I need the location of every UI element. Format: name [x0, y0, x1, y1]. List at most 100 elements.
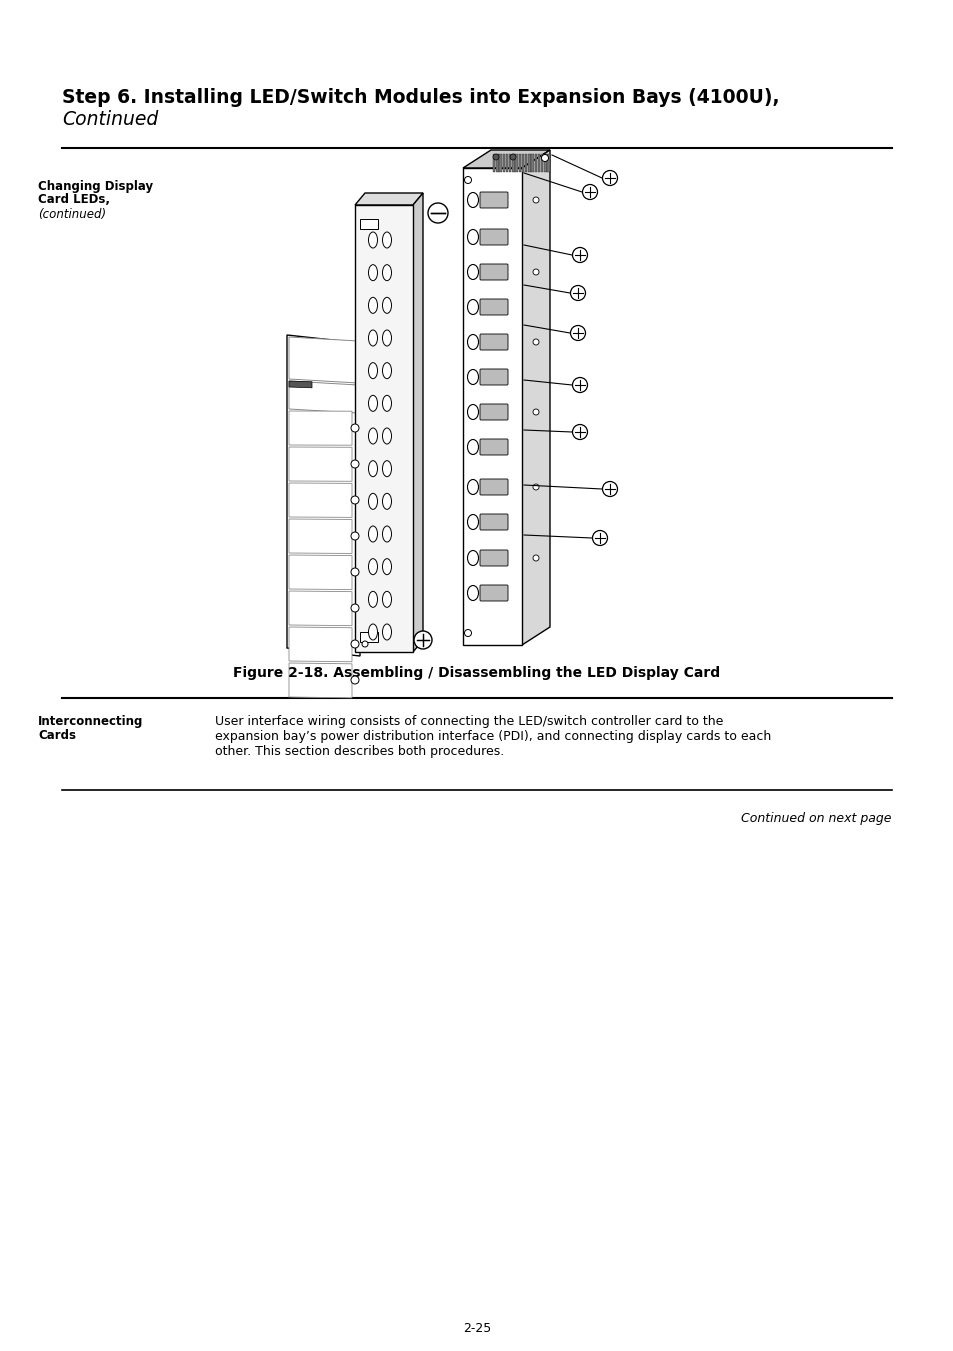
Ellipse shape	[467, 404, 478, 420]
Polygon shape	[462, 168, 521, 644]
Circle shape	[592, 531, 607, 546]
Circle shape	[602, 170, 617, 185]
Circle shape	[351, 424, 358, 432]
Bar	[359, 219, 377, 230]
Polygon shape	[462, 150, 550, 168]
FancyBboxPatch shape	[479, 550, 507, 566]
Bar	[524, 154, 527, 172]
Ellipse shape	[368, 428, 377, 444]
Ellipse shape	[382, 297, 391, 313]
Circle shape	[464, 630, 471, 636]
Ellipse shape	[382, 493, 391, 509]
Ellipse shape	[368, 297, 377, 313]
FancyBboxPatch shape	[479, 439, 507, 455]
Text: Step 6. Installing LED/Switch Modules into Expansion Bays (4100U),: Step 6. Installing LED/Switch Modules in…	[62, 88, 779, 107]
Bar	[512, 154, 515, 172]
FancyBboxPatch shape	[479, 230, 507, 245]
Ellipse shape	[382, 232, 391, 249]
Circle shape	[570, 326, 585, 340]
Polygon shape	[289, 519, 352, 554]
Text: expansion bay’s power distribution interface (PDI), and connecting display cards: expansion bay’s power distribution inter…	[214, 730, 770, 743]
Ellipse shape	[382, 428, 391, 444]
Circle shape	[570, 285, 585, 300]
Circle shape	[533, 197, 538, 203]
Circle shape	[533, 555, 538, 561]
Ellipse shape	[467, 585, 478, 600]
Text: Interconnecting: Interconnecting	[38, 715, 143, 728]
Circle shape	[414, 631, 432, 648]
Ellipse shape	[382, 624, 391, 640]
Ellipse shape	[368, 396, 377, 411]
Text: Cards: Cards	[38, 730, 76, 742]
Text: other. This section describes both procedures.: other. This section describes both proce…	[214, 744, 504, 758]
Circle shape	[351, 459, 358, 467]
Polygon shape	[289, 627, 352, 662]
Circle shape	[572, 247, 587, 262]
Circle shape	[533, 269, 538, 276]
Circle shape	[602, 481, 617, 497]
Ellipse shape	[368, 559, 377, 574]
Polygon shape	[289, 555, 352, 589]
Circle shape	[351, 532, 358, 540]
Ellipse shape	[467, 265, 478, 280]
Bar	[498, 154, 501, 172]
Bar	[502, 154, 504, 172]
Circle shape	[464, 177, 471, 184]
Ellipse shape	[467, 300, 478, 315]
Ellipse shape	[382, 362, 391, 378]
Polygon shape	[289, 590, 352, 626]
Circle shape	[361, 640, 368, 647]
FancyBboxPatch shape	[479, 585, 507, 601]
Circle shape	[351, 496, 358, 504]
Circle shape	[510, 154, 516, 159]
Polygon shape	[289, 381, 357, 413]
Circle shape	[572, 424, 587, 439]
Bar	[493, 154, 495, 172]
Ellipse shape	[467, 550, 478, 566]
Ellipse shape	[467, 192, 478, 208]
Text: Continued: Continued	[62, 109, 158, 128]
FancyBboxPatch shape	[479, 369, 507, 385]
Ellipse shape	[382, 330, 391, 346]
Bar	[531, 154, 534, 172]
Circle shape	[541, 154, 548, 162]
Bar	[359, 632, 377, 642]
Bar	[521, 154, 524, 172]
Ellipse shape	[467, 230, 478, 245]
Ellipse shape	[368, 265, 377, 281]
Polygon shape	[413, 193, 422, 653]
Ellipse shape	[368, 461, 377, 477]
Circle shape	[351, 640, 358, 648]
Bar	[515, 154, 517, 172]
Bar	[543, 154, 546, 172]
Bar	[537, 154, 539, 172]
FancyBboxPatch shape	[479, 192, 507, 208]
Text: (continued): (continued)	[38, 208, 106, 222]
FancyBboxPatch shape	[479, 334, 507, 350]
Polygon shape	[355, 205, 413, 653]
FancyBboxPatch shape	[479, 263, 507, 280]
Ellipse shape	[382, 461, 391, 477]
Ellipse shape	[368, 330, 377, 346]
FancyBboxPatch shape	[479, 480, 507, 494]
Text: Figure 2-18. Assembling / Disassembling the LED Display Card: Figure 2-18. Assembling / Disassembling …	[233, 666, 720, 680]
Ellipse shape	[368, 624, 377, 640]
Ellipse shape	[467, 480, 478, 494]
Polygon shape	[289, 484, 352, 517]
Text: 2-25: 2-25	[462, 1323, 491, 1335]
FancyBboxPatch shape	[479, 299, 507, 315]
Ellipse shape	[368, 526, 377, 542]
Ellipse shape	[368, 592, 377, 608]
Bar	[518, 154, 520, 172]
Text: Changing Display: Changing Display	[38, 180, 153, 193]
Bar	[528, 154, 530, 172]
Bar	[496, 154, 498, 172]
Ellipse shape	[467, 515, 478, 530]
FancyBboxPatch shape	[479, 404, 507, 420]
Ellipse shape	[368, 232, 377, 249]
Ellipse shape	[368, 362, 377, 378]
Polygon shape	[289, 411, 352, 446]
Bar	[534, 154, 537, 172]
Circle shape	[493, 154, 498, 159]
Ellipse shape	[382, 592, 391, 608]
